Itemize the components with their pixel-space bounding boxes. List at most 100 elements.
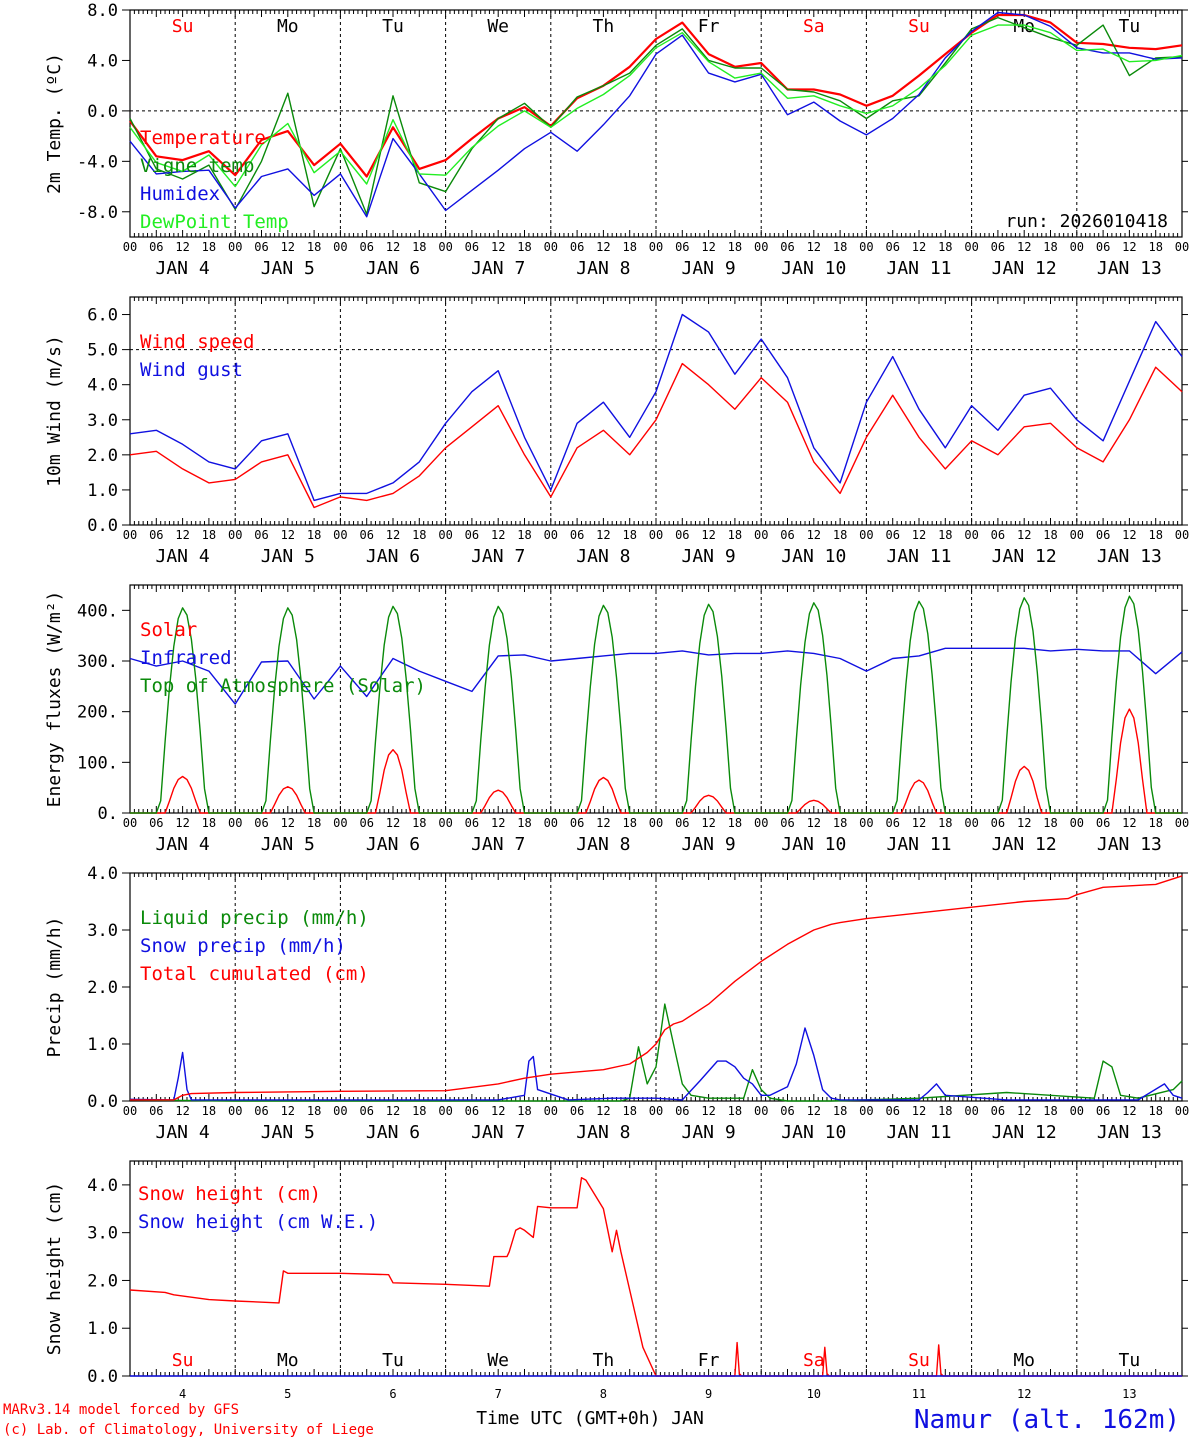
date-label: JAN 7 — [471, 258, 525, 279]
date-label: JAN 8 — [576, 1122, 630, 1143]
day-number: 7 — [495, 1387, 502, 1401]
hour-tick-label: 00 — [544, 1104, 558, 1118]
date-label: JAN 8 — [576, 546, 630, 567]
date-label: JAN 7 — [471, 834, 525, 855]
day-number: 9 — [705, 1387, 712, 1401]
hour-tick-label: 12 — [1017, 240, 1031, 254]
hour-tick-label: 06 — [254, 528, 268, 542]
hour-tick-label: 06 — [254, 240, 268, 254]
legend-entry: Liquid precip (mm/h) — [140, 907, 369, 929]
run-annotation: run: 2026010418 — [1005, 211, 1168, 232]
y-tick-label: 0.0 — [87, 1092, 118, 1112]
hour-tick-label: 06 — [991, 816, 1005, 830]
hour-tick-label: 12 — [596, 816, 610, 830]
panel-5: 0.0 1.0 2.0 3.0 4.0 Snow height (cm) Su Mo Tu We T… — [44, 1160, 1188, 1401]
y-tick-label: 3.0 — [87, 921, 118, 941]
hour-tick-label: 06 — [991, 528, 1005, 542]
hour-tick-label: 12 — [175, 1104, 189, 1118]
hour-tick-label: 18 — [622, 816, 636, 830]
hour-tick-label: 12 — [386, 816, 400, 830]
hour-tick-label: 18 — [412, 1104, 426, 1118]
date-label: JAN 13 — [1097, 834, 1162, 855]
hour-tick-label: 18 — [517, 1104, 531, 1118]
date-label: JAN 8 — [576, 834, 630, 855]
hour-tick-label: 00 — [333, 816, 347, 830]
legend-entry: DewPoint Temp — [140, 211, 289, 233]
hour-tick-label: 18 — [1043, 528, 1057, 542]
hour-tick-label: 06 — [149, 816, 163, 830]
hour-tick-label: 12 — [175, 240, 189, 254]
series-line-total-cumulated-cm- — [130, 875, 1183, 1101]
hour-tick-label: 00 — [964, 1104, 978, 1118]
hour-tick-label: 06 — [991, 240, 1005, 254]
hour-tick-label: 00 — [438, 528, 452, 542]
hour-tick-label: 18 — [1043, 240, 1057, 254]
hour-tick-label: 00 — [859, 1104, 873, 1118]
series-line-dewpoint-temp — [129, 24, 1183, 188]
date-label: JAN 5 — [261, 258, 315, 279]
hour-tick-label: 18 — [202, 528, 216, 542]
legend-entry: Total cumulated (cm) — [140, 963, 369, 985]
hour-tick-label: 00 — [544, 816, 558, 830]
hour-tick-label: 00 — [1070, 1104, 1084, 1118]
date-label: JAN 4 — [156, 1122, 210, 1143]
hour-tick-label: 00 — [1070, 528, 1084, 542]
date-label: JAN 6 — [366, 1122, 420, 1143]
hour-tick-label: 12 — [1122, 1104, 1136, 1118]
hour-tick-label: 18 — [412, 240, 426, 254]
hour-tick-label: 18 — [1148, 816, 1162, 830]
weekday-label: Tu — [382, 16, 404, 37]
date-label: JAN 11 — [886, 1122, 951, 1143]
hour-tick-label: 00 — [964, 528, 978, 542]
y-tick-label: 1.0 — [87, 1035, 118, 1055]
hour-tick-label: 12 — [491, 816, 505, 830]
hour-tick-label: 06 — [885, 816, 899, 830]
y-axis-label: Energy fluxes (W/m²) — [44, 591, 65, 808]
hour-tick-label: 12 — [281, 240, 295, 254]
y-axis-label: Precip (mm/h) — [44, 917, 65, 1058]
hour-tick-label: 00 — [859, 816, 873, 830]
date-label: JAN 12 — [992, 834, 1057, 855]
hour-tick-label: 00 — [1175, 240, 1189, 254]
hour-tick-label: 06 — [570, 1104, 584, 1118]
hour-tick-label: 00 — [754, 528, 768, 542]
date-label: JAN 10 — [781, 1122, 846, 1143]
day-number: 13 — [1122, 1387, 1136, 1401]
day-number: 10 — [807, 1387, 821, 1401]
day-number: 12 — [1017, 1387, 1031, 1401]
date-label: JAN 7 — [471, 546, 525, 567]
legend-entry: Snow precip (mm/h) — [140, 935, 346, 957]
y-tick-label: 3.0 — [87, 411, 118, 431]
hour-tick-label: 18 — [412, 816, 426, 830]
y-tick-label: 1.0 — [87, 1319, 118, 1339]
hour-tick-label: 06 — [254, 816, 268, 830]
hour-tick-label: 12 — [912, 528, 926, 542]
weekday-label: Sa — [803, 1350, 825, 1371]
panel-2: 00 06 12 18 00 06 12 18 00 06 12 18 00 06 12 18 00 06 12 18… — [44, 296, 1189, 567]
hour-tick-label: 00 — [333, 240, 347, 254]
date-label: JAN 10 — [781, 258, 846, 279]
hour-tick-label: 18 — [833, 816, 847, 830]
legend-entry: Snow height (cm W.E.) — [138, 1211, 378, 1233]
y-tick-label: 4.0 — [87, 51, 118, 71]
hour-tick-label: 18 — [938, 816, 952, 830]
hour-tick-label: 18 — [1148, 528, 1162, 542]
hour-tick-label: 06 — [1096, 1104, 1110, 1118]
y-axis-label: 2m Temp. (ºC) — [44, 53, 65, 194]
day-number: 5 — [284, 1387, 291, 1401]
date-label: JAN 6 — [366, 546, 420, 567]
weekday-label: Su — [908, 1350, 930, 1371]
hour-tick-label: 12 — [1017, 1104, 1031, 1118]
hour-tick-label: 06 — [991, 1104, 1005, 1118]
panel-4: 00 06 12 18 00 06 12 18 00 06 12 18 00 06 12 18 00 06 12 18… — [44, 864, 1189, 1143]
hour-tick-label: 12 — [1017, 816, 1031, 830]
date-label: JAN 5 — [261, 834, 315, 855]
y-tick-label: 3.0 — [87, 1224, 118, 1244]
hour-tick-label: 06 — [570, 816, 584, 830]
hour-tick-label: 06 — [885, 240, 899, 254]
hour-tick-label: 00 — [754, 816, 768, 830]
date-label: JAN 13 — [1097, 1122, 1162, 1143]
hour-tick-label: 06 — [570, 240, 584, 254]
hour-tick-label: 00 — [1175, 816, 1189, 830]
hour-tick-label: 06 — [885, 1104, 899, 1118]
